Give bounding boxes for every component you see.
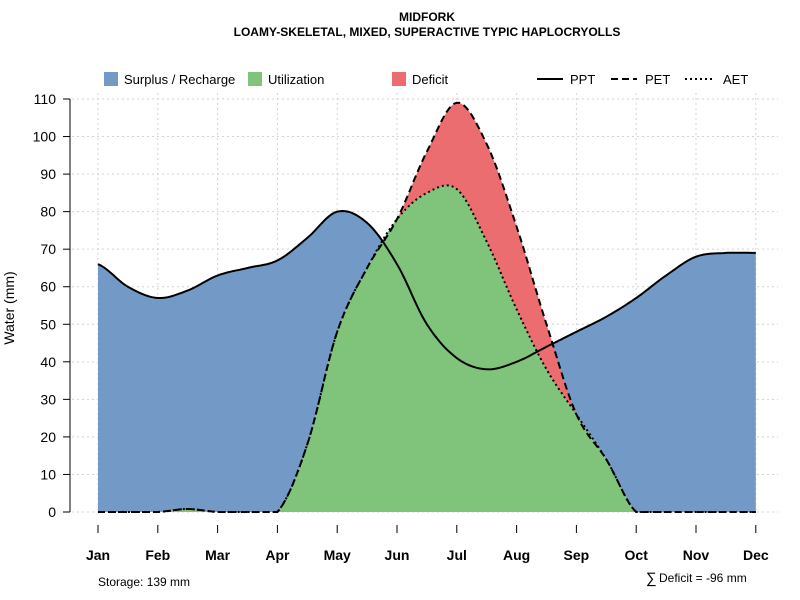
chart-title: MIDFORK [399, 10, 455, 24]
storage-note: Storage: 139 mm [98, 575, 190, 589]
legend: Surplus / Recharge Utilization Deficit P… [104, 72, 748, 87]
legend-label-ppt: PPT [570, 72, 595, 87]
sigma-icon: ∑ [646, 570, 657, 587]
x-tick-label-aug: Aug [503, 547, 530, 563]
aet-line [98, 184, 756, 513]
y-tick-label: 0 [48, 504, 56, 520]
plot-areas [98, 102, 756, 513]
deficit-note: Deficit = -96 mm [659, 571, 747, 585]
x-axis: Jan Feb Mar Apr May Jun Jul Aug Sep Oct Nov Dec [86, 525, 769, 563]
x-tick-label-may: May [324, 547, 351, 563]
y-tick-label: 10 [40, 466, 56, 482]
x-tick-label-nov: Nov [683, 547, 710, 563]
utilization-area [98, 185, 756, 512]
y-tick-label: 40 [40, 354, 56, 370]
y-tick-label: 30 [40, 391, 56, 407]
y-tick-label: 80 [40, 204, 56, 220]
y-axis: 0 10 20 30 40 50 60 70 80 90 100 110 [33, 91, 71, 520]
ppt-line [97, 209, 756, 371]
x-tick-label-apr: Apr [265, 547, 290, 563]
legend-label-surplus: Surplus / Recharge [124, 72, 235, 87]
legend-label-pet: PET [645, 72, 670, 87]
y-tick-label: 60 [40, 279, 56, 295]
x-tick-label-jan: Jan [86, 547, 110, 563]
legend-label-utilization: Utilization [268, 72, 324, 87]
chart-subtitle: LOAMY-SKELETAL, MIXED, SUPERACTIVE TYPIC… [234, 25, 621, 39]
y-tick-label: 100 [33, 129, 57, 145]
x-tick-label-oct: Oct [625, 547, 649, 563]
y-axis-label: Water (mm) [1, 271, 17, 344]
y-tick-label: 20 [40, 429, 56, 445]
y-tick-label: 50 [40, 316, 56, 332]
x-tick-label-sep: Sep [564, 547, 590, 563]
legend-label-aet: AET [723, 72, 748, 87]
legend-swatch-surplus [104, 72, 118, 86]
y-tick-label: 70 [40, 241, 56, 257]
x-tick-label-mar: Mar [205, 547, 230, 563]
x-tick-label-dec: Dec [743, 547, 769, 563]
legend-swatch-deficit [392, 72, 406, 86]
x-tick-label-jun: Jun [385, 547, 410, 563]
legend-label-deficit: Deficit [412, 72, 449, 87]
y-ticks: 0 10 20 30 40 50 60 70 80 90 100 110 [33, 91, 70, 520]
y-tick-label: 110 [34, 91, 57, 107]
legend-swatch-utilization [248, 72, 262, 86]
x-tick-label-feb: Feb [145, 547, 170, 563]
y-tick-label: 90 [40, 166, 56, 182]
x-tick-label-jul: Jul [447, 547, 467, 563]
plot-lines [97, 101, 756, 513]
